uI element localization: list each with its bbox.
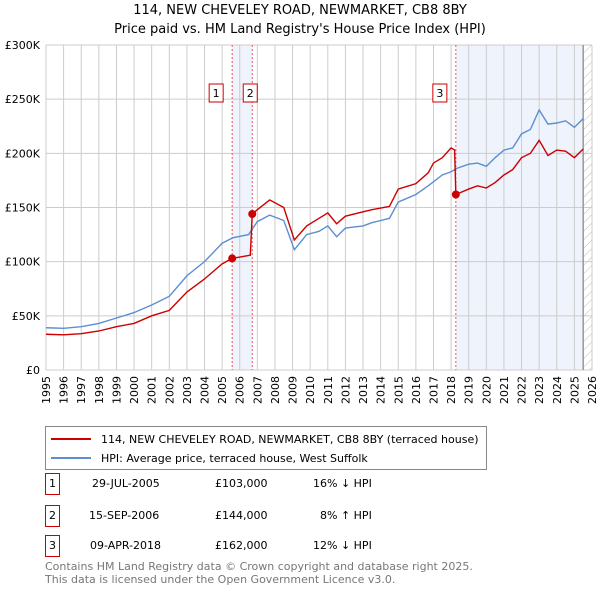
sale-point [451, 190, 460, 199]
footer-licence: This data is licensed under the Open Gov… [45, 573, 396, 586]
x-tick-label: 2003 [181, 376, 194, 404]
sale-label-box [208, 83, 224, 103]
price-chart: 114, NEW CHEVELEY ROAD, NEWMARKET, CB8 8… [5, 3, 599, 404]
y-tick-label: £200K [5, 147, 41, 160]
x-tick-label: 2011 [322, 376, 335, 404]
x-tick-label: 2020 [480, 376, 493, 404]
x-tick-label: 2014 [375, 376, 388, 404]
x-tick-label: 2017 [427, 376, 440, 404]
sale-label: 1 [213, 87, 220, 100]
x-tick-label: 2010 [304, 376, 317, 404]
x-tick-label: 2024 [551, 376, 564, 404]
sale-hpi-diff: 16% ↓ HPI [313, 477, 372, 490]
sale-price: £144,000 [215, 509, 268, 522]
y-tick-label: £0 [26, 364, 40, 377]
sale-hpi-diff: 8% ↑ HPI [320, 509, 372, 522]
sale-price: £162,000 [215, 539, 268, 552]
sale-date: 15-SEP-2006 [89, 509, 160, 522]
x-tick-label: 2022 [516, 376, 529, 404]
legend-item-property: 114, NEW CHEVELEY ROAD, NEWMARKET, CB8 8… [51, 432, 479, 446]
x-tick-label: 2001 [146, 376, 159, 404]
y-tick-label: £300K [5, 39, 41, 52]
sale-label: 2 [247, 87, 254, 100]
x-tick-label: 2007 [251, 376, 264, 404]
x-tick-label: 2019 [463, 376, 476, 404]
legend-item-hpi: HPI: Average price, terraced house, West… [51, 451, 368, 465]
legend-label: HPI: Average price, terraced house, West… [101, 451, 368, 465]
legend-label: 114, NEW CHEVELEY ROAD, NEWMARKET, CB8 8… [101, 432, 479, 446]
x-tick-label: 2025 [568, 376, 581, 404]
x-tick-label: 2018 [445, 376, 458, 404]
sale-number-badge: 1 [45, 473, 60, 495]
red-line-swatch [51, 438, 91, 440]
x-tick-label: 2021 [498, 376, 511, 404]
sale-price: £103,000 [215, 477, 268, 490]
x-tick-label: 2004 [199, 376, 212, 404]
property-price-line [45, 139, 584, 336]
sale-label-box [432, 83, 448, 103]
x-tick-label: 2008 [269, 376, 282, 404]
x-tick-label: 1997 [75, 376, 88, 404]
hpi-line [45, 108, 584, 329]
sale-date: 29-JUL-2005 [92, 477, 160, 490]
blue-line-swatch [51, 457, 91, 459]
x-tick-label: 2026 [586, 376, 599, 404]
y-tick-label: £150K [5, 202, 41, 215]
x-tick-label: 2000 [128, 376, 141, 404]
x-tick-label: 2002 [163, 376, 176, 404]
x-tick-label: 2005 [216, 376, 229, 404]
y-tick-label: £100K [5, 256, 41, 269]
sale-number-badge: 3 [45, 535, 60, 557]
x-tick-label: 2006 [234, 376, 247, 404]
legend: 114, NEW CHEVELEY ROAD, NEWMARKET, CB8 8… [45, 426, 487, 470]
x-tick-label: 1995 [40, 376, 53, 404]
sale-point [228, 254, 237, 263]
x-tick-label: 2013 [357, 376, 370, 404]
x-tick-label: 2012 [339, 376, 352, 404]
footer-copyright: Contains HM Land Registry data © Crown c… [45, 560, 473, 573]
sale-hpi-diff: 12% ↓ HPI [313, 539, 372, 552]
x-tick-label: 1998 [93, 376, 106, 404]
chart-subtitle: Price paid vs. HM Land Registry's House … [114, 22, 486, 37]
sale-label: 3 [436, 87, 443, 100]
x-tick-label: 2016 [410, 376, 423, 404]
y-tick-label: £250K [5, 93, 41, 106]
sale-date: 09-APR-2018 [90, 539, 162, 552]
sale-point [248, 210, 257, 218]
x-tick-label: 2015 [392, 376, 405, 404]
chart-title: 114, NEW CHEVELEY ROAD, NEWMARKET, CB8 8… [133, 3, 467, 18]
x-tick-label: 2009 [287, 376, 300, 404]
x-tick-label: 1996 [58, 376, 71, 404]
sale-number-badge: 2 [45, 505, 60, 527]
x-tick-label: 2023 [533, 376, 546, 404]
sale-label-box [242, 83, 258, 103]
x-tick-label: 1999 [110, 376, 123, 404]
y-tick-label: £50K [12, 310, 41, 323]
